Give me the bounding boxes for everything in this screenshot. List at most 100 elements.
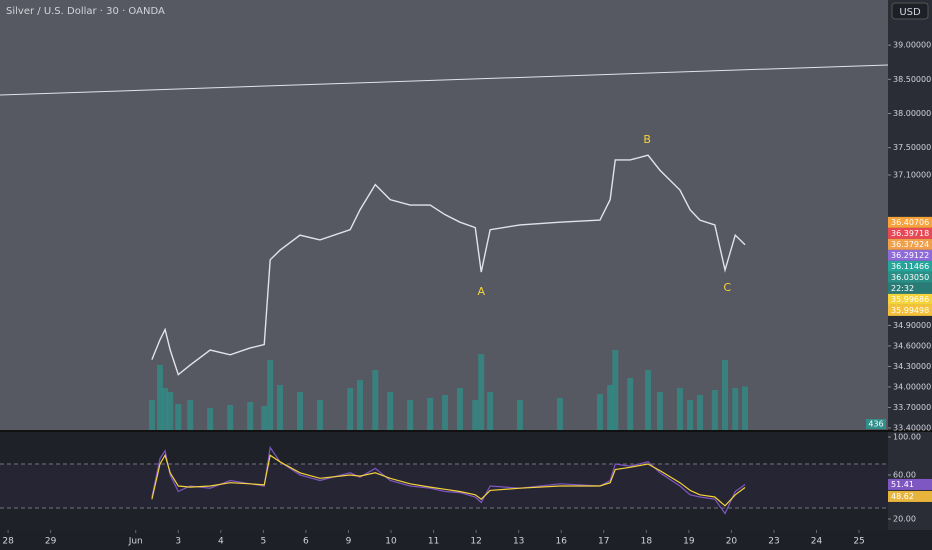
volume-bar (356, 380, 363, 430)
volume-bar (472, 400, 479, 430)
x-tick-label: 5 (261, 537, 267, 547)
x-tick-label: 29 (45, 537, 57, 547)
x-tick-label: 17 (598, 537, 609, 547)
x-tick-label: Jun (128, 537, 143, 547)
price-tag-box (888, 227, 932, 239)
price-tag: 36.39718 (888, 227, 932, 239)
wave-label: A (477, 285, 485, 298)
y-tick-label: 33.40000 (893, 423, 931, 432)
volume-bar (656, 392, 663, 430)
countdown: 22:32 (891, 284, 914, 293)
volume-bar (207, 408, 214, 430)
chart-title: Silver / U.S. Dollar · 30 · OANDA (6, 6, 165, 17)
countdown-box (888, 282, 932, 294)
x-tick-label: 3 (175, 537, 181, 547)
volume-bar (711, 390, 718, 430)
x-tick-label: 19 (683, 537, 695, 547)
price-tag-box (888, 216, 932, 228)
x-tick-label: 28 (2, 537, 14, 547)
volume-bar (407, 400, 414, 430)
volume-bar (427, 398, 434, 430)
volume-bar (261, 406, 268, 430)
price-tag-label: 35.99498 (891, 306, 929, 315)
price-tag-box (888, 238, 932, 250)
volume-bar (156, 365, 163, 430)
volume-bar (372, 370, 379, 430)
trendline (0, 64, 889, 96)
volume-bar (227, 405, 234, 430)
volume-bar (148, 400, 155, 430)
price-line (151, 154, 746, 376)
volume-bar (347, 388, 354, 430)
volume-bar (456, 388, 463, 430)
currency[interactable]: USD (899, 7, 921, 18)
volume-bar (742, 386, 749, 430)
x-tick-label: 13 (513, 537, 524, 547)
volume-tag: 436 (868, 420, 883, 429)
volume-bar (607, 385, 614, 430)
volume-bar (627, 378, 634, 430)
x-tick-label: 12 (470, 537, 481, 547)
volume-bar (487, 392, 494, 430)
volume-bar (732, 388, 739, 430)
price-tag-label: 36.37924 (891, 240, 929, 249)
volume-bar (442, 395, 449, 430)
volume-bar (516, 400, 523, 430)
volume-tag-box (866, 419, 886, 429)
volume-bar (596, 394, 603, 430)
price-tag-box (888, 271, 932, 283)
price-tag-box (888, 260, 932, 272)
wave-label: B (643, 133, 651, 146)
y-tick-label: 34.30000 (893, 362, 931, 371)
volume-bar (162, 388, 169, 430)
price-tag: 36.29122 (888, 249, 932, 261)
rsi-tag-label: 48.62 (891, 492, 914, 501)
volume-bar (187, 400, 194, 430)
rsi-tick-label: 100.00 (893, 433, 921, 442)
rsi-tick-label: 60.00 (893, 471, 916, 480)
y-tick-label: 39.00000 (893, 41, 931, 50)
volume-bar (296, 392, 303, 430)
volume-bar (676, 388, 683, 430)
currency-box[interactable] (891, 2, 929, 20)
y-tick-label: 38.00000 (893, 109, 931, 118)
price-tag-label: 36.40706 (891, 218, 929, 227)
price-tag: 36.11466 (888, 260, 932, 272)
y-tick-label: 34.60000 (893, 341, 931, 350)
price-tag-box (888, 293, 932, 305)
x-tick-label: 20 (726, 537, 738, 547)
rsi-tick-label: 20.00 (893, 515, 916, 524)
volume-bar (696, 395, 703, 430)
price-tag-label: 36.03050 (891, 273, 929, 282)
rsi-tag-label: 51.41 (891, 480, 914, 489)
y-tick-label: 34.00000 (893, 382, 931, 391)
volume-bar (556, 398, 563, 430)
y-tick-label: 33.70000 (893, 403, 931, 412)
volume-bar (316, 400, 323, 430)
x-tick-label: 4 (218, 537, 224, 547)
price-tag-label: 36.11466 (891, 262, 929, 271)
rsi-pane (0, 432, 888, 530)
price-tag: 36.40706 (888, 216, 932, 228)
volume-bar (247, 402, 254, 430)
rsi-tag-box (888, 490, 932, 502)
x-tick-label: 18 (641, 537, 653, 547)
x-tick-label: 25 (853, 537, 864, 547)
volume-bar (387, 392, 394, 430)
x-tick-label: 11 (428, 537, 439, 547)
rsi-signal (151, 453, 746, 507)
price-tag: 35.99686 (888, 293, 932, 305)
x-tick-label: 24 (811, 537, 823, 547)
rsi-band (0, 464, 888, 509)
volume-bar (645, 370, 652, 430)
price-tag-label: 35.99686 (891, 295, 929, 304)
price-tag-label: 36.29122 (891, 251, 929, 260)
x-tick-label: 9 (346, 537, 352, 547)
price-pane (0, 0, 888, 430)
volume-bar (478, 354, 485, 430)
y-tick-label: 34.90000 (893, 321, 931, 330)
price-tag: 36.37924 (888, 238, 932, 250)
volume-bar (276, 385, 283, 430)
y-tick-label: 38.50000 (893, 75, 931, 84)
price-tag-box (888, 304, 932, 316)
